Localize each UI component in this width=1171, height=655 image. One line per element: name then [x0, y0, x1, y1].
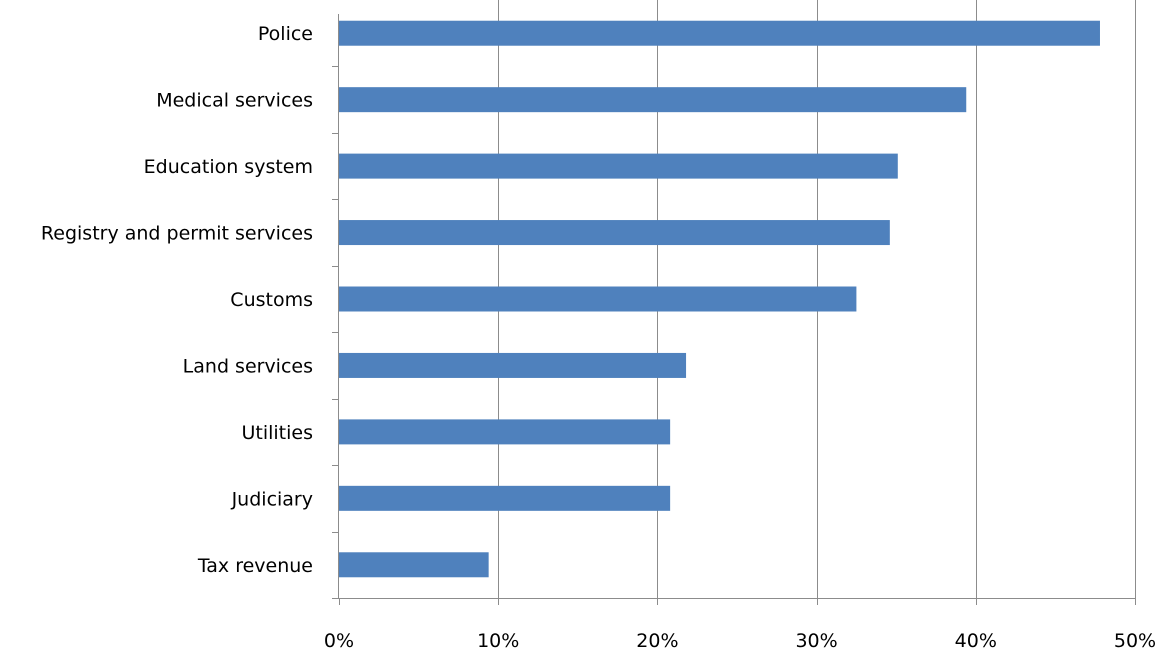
category-label-3: Registry and permit services: [41, 223, 313, 245]
axes: [332, 14, 1136, 605]
x-tick-label-3: 30%: [795, 630, 837, 652]
x-tick-label-1: 10%: [477, 630, 519, 652]
category-label-0: Police: [258, 23, 313, 45]
bar-2: [339, 153, 898, 179]
bar-8: [339, 552, 489, 578]
x-tick-label-5: 50%: [1114, 630, 1156, 652]
x-tick-label-0: 0%: [324, 630, 354, 652]
category-label-2: Education system: [144, 156, 313, 178]
category-label-7: Judiciary: [231, 488, 313, 510]
bars: [339, 20, 1100, 578]
category-label-8: Tax revenue: [197, 555, 313, 577]
category-label-5: Land services: [183, 355, 313, 377]
bar-4: [339, 286, 857, 312]
bar-5: [339, 352, 687, 378]
x-tick-label-2: 20%: [636, 630, 678, 652]
category-label-1: Medical services: [156, 90, 313, 112]
bar-1: [339, 87, 967, 113]
labels: Police Medical services Education system Re…: [41, 23, 1156, 652]
category-label-4: Customs: [230, 289, 313, 311]
bar-3: [339, 220, 890, 246]
bar-7: [339, 485, 671, 511]
bar-6: [339, 419, 671, 445]
category-label-6: Utilities: [241, 422, 313, 444]
bar-0: [339, 20, 1100, 46]
x-tick-label-4: 40%: [955, 630, 997, 652]
